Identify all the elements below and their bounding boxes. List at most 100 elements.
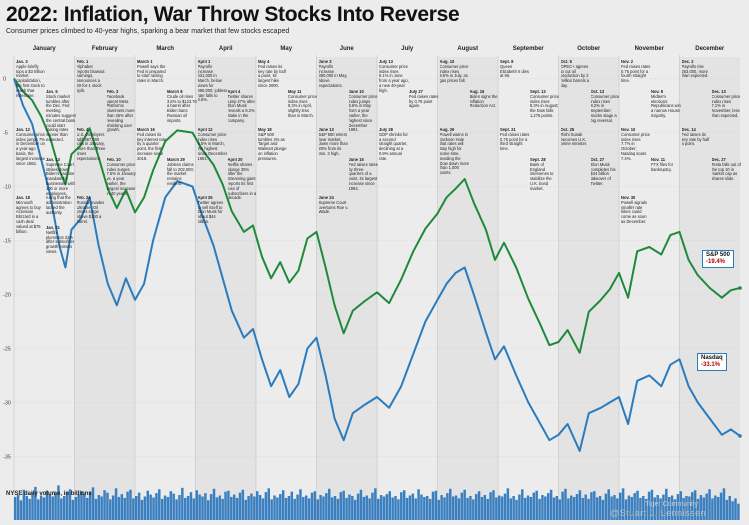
volume-bar: [94, 498, 98, 520]
month-label: February: [91, 46, 118, 52]
volume-bar: [276, 497, 279, 520]
annotation-date: Oct. 25: [560, 128, 575, 132]
annotation: May 4 Fed raises its key rate by half a p…: [258, 60, 288, 89]
annotation: Jan. 5 Stock market tumbles after the Dec…: [46, 90, 76, 143]
annotation: Jan. 18 Microsoft agrees to buy Activisio…: [16, 196, 46, 234]
volume-bar: [578, 490, 582, 520]
volume-bar: [140, 499, 144, 520]
volume-bar: [437, 499, 440, 520]
annotation-date: July 27: [409, 90, 423, 94]
annotation-date: May 11: [288, 90, 302, 94]
annotation-date: Oct. 5: [560, 60, 572, 64]
annotation: July 13 Consumer price index rises 9.1% i…: [379, 60, 409, 94]
volume-bar: [143, 496, 147, 520]
volume-bar: [22, 489, 26, 520]
volume-bar: [673, 499, 677, 520]
annotation-text: Fed raises rates 0.75 point for a third …: [500, 131, 530, 152]
volume-bar: [132, 498, 135, 520]
annotation: Oct. 5 OPEC+ agrees to cut oil production…: [561, 60, 591, 89]
volume-bar: [725, 499, 729, 520]
annotation: March 1 Powell says the Fed is prepared t…: [137, 60, 167, 84]
annotation-text: Russia invades Ukraine. Oil prices surge…: [76, 199, 105, 224]
volume-bar: [330, 497, 334, 520]
annotation-date: Aug. 10: [439, 60, 455, 64]
volume-bar: [477, 491, 481, 520]
volume-bar: [385, 494, 389, 520]
volume-bar: [365, 495, 368, 520]
sp500-end-tag: S&P 500 -19.4%: [702, 250, 734, 268]
volume-bar: [633, 493, 636, 520]
annotation: April 1 Payrolls increase 431,000 in Marc…: [198, 60, 228, 103]
volume-bar: [31, 492, 34, 520]
annotation-date: June 15: [348, 158, 364, 162]
annotation-text: Queen Elizabeth II dies at 96.: [500, 63, 529, 79]
page-subtitle: Consumer prices climbed to 40-year highs…: [6, 28, 290, 35]
volume-bar: [472, 499, 475, 520]
volume-bar: [486, 498, 489, 520]
volume-bar: [224, 491, 227, 520]
annotation: Aug. 10 Consumer price index rises 8.5% i…: [440, 60, 470, 84]
annotation-date: Feb. 1: [76, 60, 89, 64]
volume-bar: [264, 492, 268, 520]
month-label: October: [577, 46, 601, 52]
annotation-date: Feb. 24: [76, 196, 91, 200]
volume-bar: [302, 496, 305, 520]
annotation: Sept. 13 Consumer price index rises 8.3% …: [530, 90, 560, 119]
volume-bar: [440, 495, 443, 520]
volume-bar: [688, 496, 691, 520]
volume-bar: [97, 495, 101, 520]
annotation-date: May 4: [258, 60, 270, 64]
volume-bar: [71, 499, 75, 520]
annotation-text: Jobless claims fall to 202,000; the mark…: [167, 161, 194, 186]
volume-bar: [221, 498, 224, 520]
annotation: Dec. 2 Payrolls rise 263,000, more than e…: [682, 60, 712, 79]
volume-bar: [397, 499, 400, 520]
annotation-text: Powell warns in Jackson Hole that rates …: [439, 131, 470, 176]
annotation-date: June 13: [318, 128, 334, 132]
volume-bar: [425, 496, 429, 520]
annotation: Feb. 10 Consumer price index surges 7.5% …: [107, 158, 137, 196]
volume-bar: [158, 489, 161, 520]
volume-bar: [492, 490, 495, 520]
volume-bar: [189, 492, 193, 520]
annotation-text: Fed raises rates by 0.75 point again.: [409, 93, 439, 109]
volume-bar: [662, 494, 665, 520]
volume-bar: [665, 488, 668, 520]
volume-bar: [368, 498, 371, 520]
volume-bar: [575, 494, 579, 520]
volume-bar: [304, 495, 308, 520]
nasdaq-end-name: Nasdaq: [701, 355, 723, 361]
volume-bar: [616, 498, 619, 520]
annotation-text: Consumer price index rises 8.5% in July,…: [439, 63, 469, 84]
annotation: May 18 S&P 500 tumbles 4% as Target and W…: [258, 128, 288, 162]
volume-bar: [333, 496, 337, 520]
volume-bar: [106, 492, 109, 520]
y-tick-label: -15: [3, 239, 11, 245]
annotation: June 24 Supreme Court overturns Roe v. Wa…: [319, 196, 349, 215]
volume-bar: [166, 496, 170, 520]
annotation-text: Rishi Sunak becomes U.K. prime minister.: [560, 131, 588, 147]
month-label: November: [634, 46, 664, 52]
volume-bar: [535, 490, 538, 520]
volume-bar: [114, 488, 118, 520]
annotation-text: GDP shrinks for a second straight quarte…: [379, 131, 408, 161]
volume-bar: [117, 496, 121, 520]
volume-bar: [532, 492, 536, 520]
volume-bar: [273, 495, 276, 520]
volume-bar: [126, 491, 129, 520]
annotation-text: Fed raises rates 0.75 point for a fourth…: [621, 63, 651, 84]
volume-bar: [400, 492, 403, 520]
volume-bar: [313, 491, 317, 520]
month-label: August: [457, 46, 479, 52]
volume-bar: [731, 501, 734, 520]
month-label: January: [32, 46, 56, 52]
volume-bar: [650, 489, 654, 520]
volume-bar: [209, 494, 213, 520]
volume-bar: [644, 498, 648, 520]
volume-bar: [595, 497, 599, 520]
volume-bar: [244, 499, 247, 520]
volume-bar: [431, 491, 435, 520]
volume-label: NYSE daily volume, in billions: [6, 491, 92, 497]
volume-bar: [682, 497, 685, 520]
volume-bar: [613, 495, 616, 520]
